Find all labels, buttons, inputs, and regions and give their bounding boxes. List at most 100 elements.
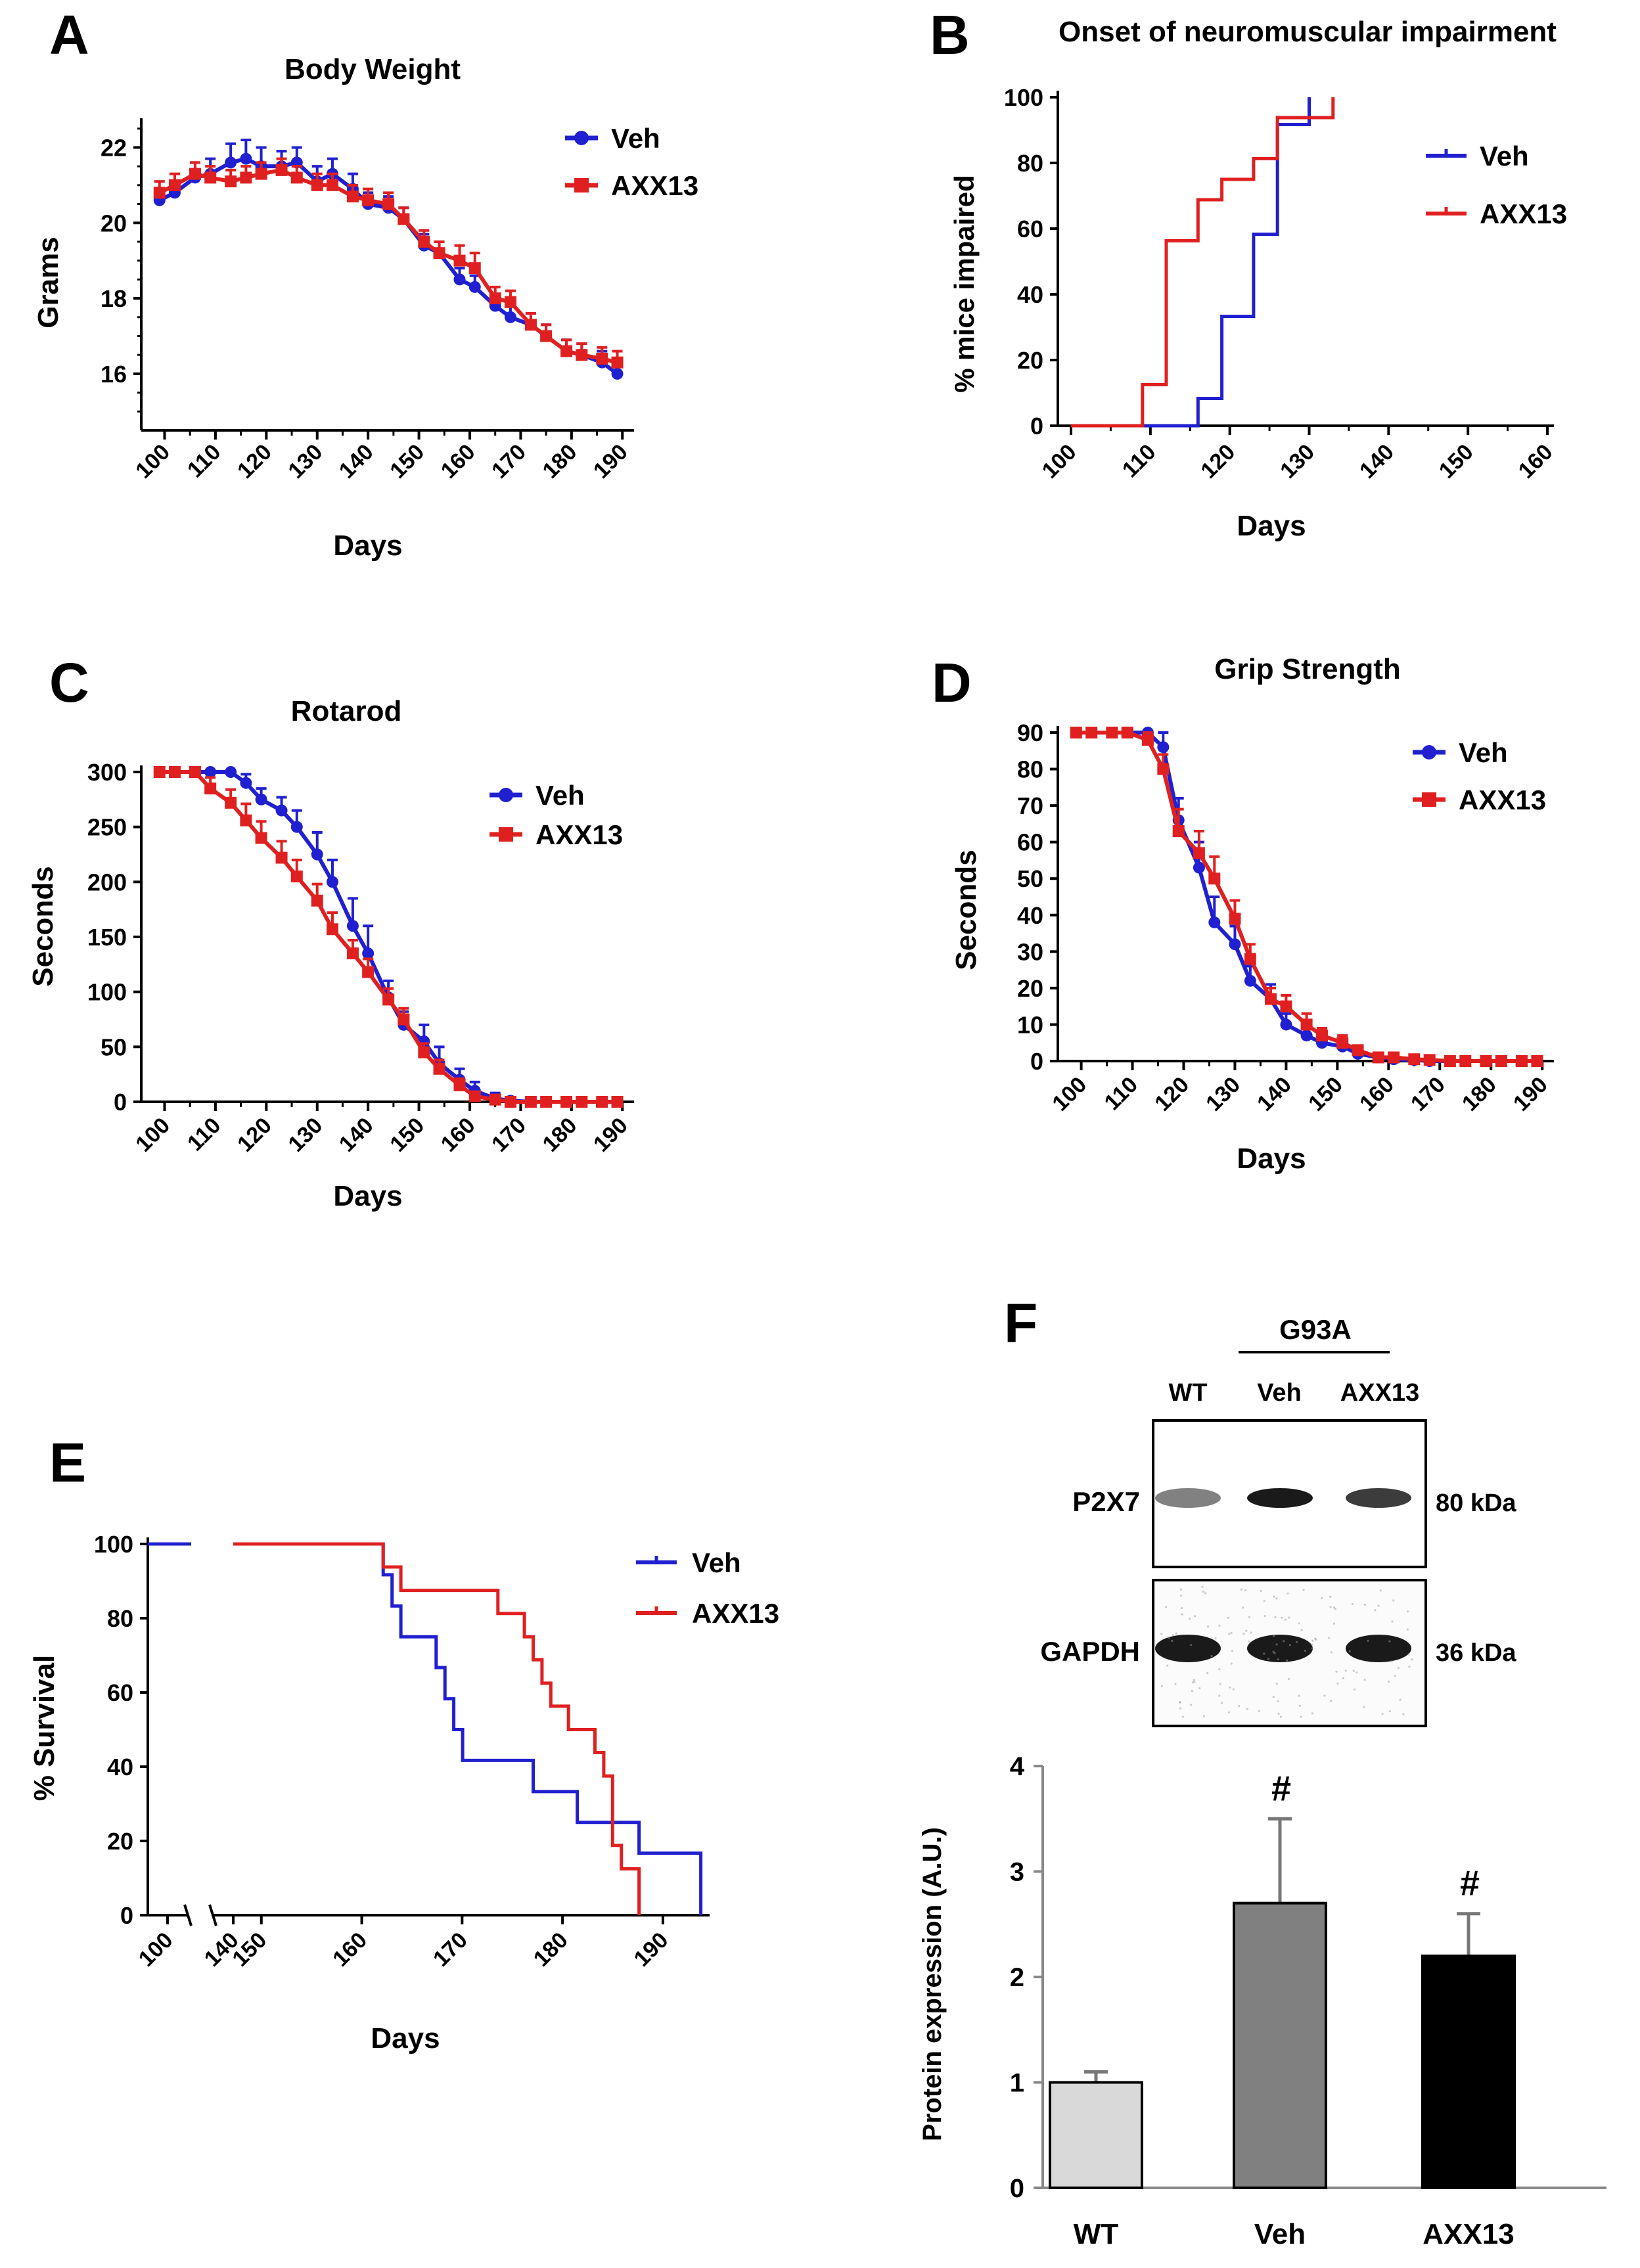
y-tick-label: 16 xyxy=(101,361,127,388)
data-point xyxy=(326,923,338,936)
panel-a-ylabel: Grams xyxy=(32,237,64,328)
data-point xyxy=(382,198,395,210)
data-point xyxy=(468,262,481,275)
y-tick-label: 100 xyxy=(94,1531,133,1558)
blot-noise xyxy=(1248,1616,1250,1618)
data-point xyxy=(1265,993,1277,1005)
data-point xyxy=(398,213,410,225)
blot-lane-wt: WT xyxy=(1168,1379,1207,1407)
blot-noise xyxy=(1323,1694,1326,1697)
panel-d-label: D xyxy=(932,652,972,714)
panel-b-label: B xyxy=(930,4,970,66)
legend-veh-label: Veh xyxy=(535,780,585,811)
blot-noise xyxy=(1275,1683,1278,1685)
blot-noise xyxy=(1288,1616,1290,1619)
data-point xyxy=(311,179,323,191)
blot-noise xyxy=(1219,1683,1221,1685)
x-tick-label: 170 xyxy=(1406,1072,1450,1116)
data-point xyxy=(504,296,516,308)
y-tick-label: 20 xyxy=(1017,975,1043,1002)
data-point xyxy=(453,273,466,286)
x-tick-label: 110 xyxy=(183,1113,226,1156)
x-tick-label: 160 xyxy=(328,1928,372,1972)
x-tick-label: 130 xyxy=(1275,440,1319,484)
data-point xyxy=(489,292,501,305)
x-tick-label: 100 xyxy=(134,1928,178,1972)
panel-b-title: Onset of neuromuscular impairment xyxy=(1059,16,1557,48)
y-tick-label: 40 xyxy=(1017,902,1043,929)
data-point xyxy=(1085,727,1098,738)
blot-noise xyxy=(1287,1592,1289,1595)
bar-wt xyxy=(1049,2081,1143,2189)
x-tick-label: 150 xyxy=(385,1113,429,1157)
data-point xyxy=(362,947,375,960)
data-point xyxy=(275,851,288,864)
x-tick-label: 190 xyxy=(589,440,633,484)
x-tick-label: 120 xyxy=(1196,440,1240,484)
blot-noise xyxy=(1298,1622,1300,1625)
x-tick-label: 100 xyxy=(131,440,175,484)
y-tick-label: 50 xyxy=(101,1033,127,1060)
y-tick-label: 50 xyxy=(1017,865,1043,892)
x-tick-label: 180 xyxy=(538,1113,582,1157)
blot-band xyxy=(1346,1635,1411,1662)
blot-noise xyxy=(1245,1629,1248,1632)
panel-b-xlabel: Days xyxy=(1237,510,1306,542)
blot-noise xyxy=(1273,1652,1276,1654)
blot-noise xyxy=(1351,1602,1354,1605)
blot-noise xyxy=(1348,1650,1351,1652)
data-point xyxy=(240,152,252,165)
blot-noise xyxy=(1180,1595,1183,1597)
blot-row-label-p2x7: P2X7 xyxy=(1072,1486,1140,1517)
blot-noise xyxy=(1332,1622,1335,1625)
blot-noise xyxy=(1165,1606,1168,1608)
data-point xyxy=(311,848,323,861)
blot-noise xyxy=(1194,1615,1196,1618)
blot-kda-p2x7: 80 kDa xyxy=(1436,1489,1516,1517)
blot-noise xyxy=(1227,1711,1230,1713)
y-tick-label: 0 xyxy=(120,1902,133,1929)
data-point xyxy=(153,187,166,199)
x-tick-label: 170 xyxy=(487,440,531,484)
data-point xyxy=(255,832,267,844)
x-tick-label: 150 xyxy=(227,1928,271,1972)
blot-noise xyxy=(1181,1715,1184,1718)
legend-axx-marker xyxy=(574,178,589,193)
blot-noise xyxy=(1181,1607,1183,1610)
y-tick-label: 250 xyxy=(87,814,127,841)
blot-noise xyxy=(1274,1616,1277,1619)
x-tick-label: 140 xyxy=(1252,1072,1296,1116)
blot-noise xyxy=(1232,1688,1235,1690)
y-tick-label: 40 xyxy=(1017,281,1043,308)
blot-noise xyxy=(1258,1710,1260,1712)
blot-noise xyxy=(1277,1658,1279,1661)
legend-veh-label: Veh xyxy=(1459,737,1508,768)
blot-noise xyxy=(1328,1637,1331,1639)
legend-axx-label: AXX13 xyxy=(1480,198,1567,229)
data-point xyxy=(1141,734,1154,746)
x-tick-label: 160 xyxy=(436,440,480,484)
blot-noise xyxy=(1408,1666,1411,1668)
blot-noise xyxy=(1300,1629,1303,1631)
data-point xyxy=(326,876,338,888)
axis-break-mark xyxy=(208,1904,217,1926)
blot-noise xyxy=(1178,1701,1181,1704)
blot-noise xyxy=(1179,1707,1182,1710)
x-category-label: WT xyxy=(1074,2218,1119,2250)
x-tick-label: 110 xyxy=(183,440,226,483)
x-tick-label: 130 xyxy=(283,440,327,484)
blot-noise xyxy=(1314,1637,1317,1640)
x-tick-label: 150 xyxy=(1304,1072,1348,1116)
data-point xyxy=(290,821,303,833)
y-tick-label: 0 xyxy=(1030,413,1043,440)
y-tick-label: 40 xyxy=(107,1754,133,1780)
blot-noise xyxy=(1407,1653,1410,1656)
data-point xyxy=(1336,1037,1349,1049)
blot-noise xyxy=(1374,1609,1377,1612)
x-tick-label: 180 xyxy=(529,1928,573,1972)
western-blot: G93A WT Veh AXX13 P2X7 80 kDa GAPDH 36 k… xyxy=(1040,1314,1516,1727)
blot-noise xyxy=(1267,1658,1270,1660)
blot-noise xyxy=(1363,1706,1365,1708)
blot-noise xyxy=(1329,1606,1332,1608)
